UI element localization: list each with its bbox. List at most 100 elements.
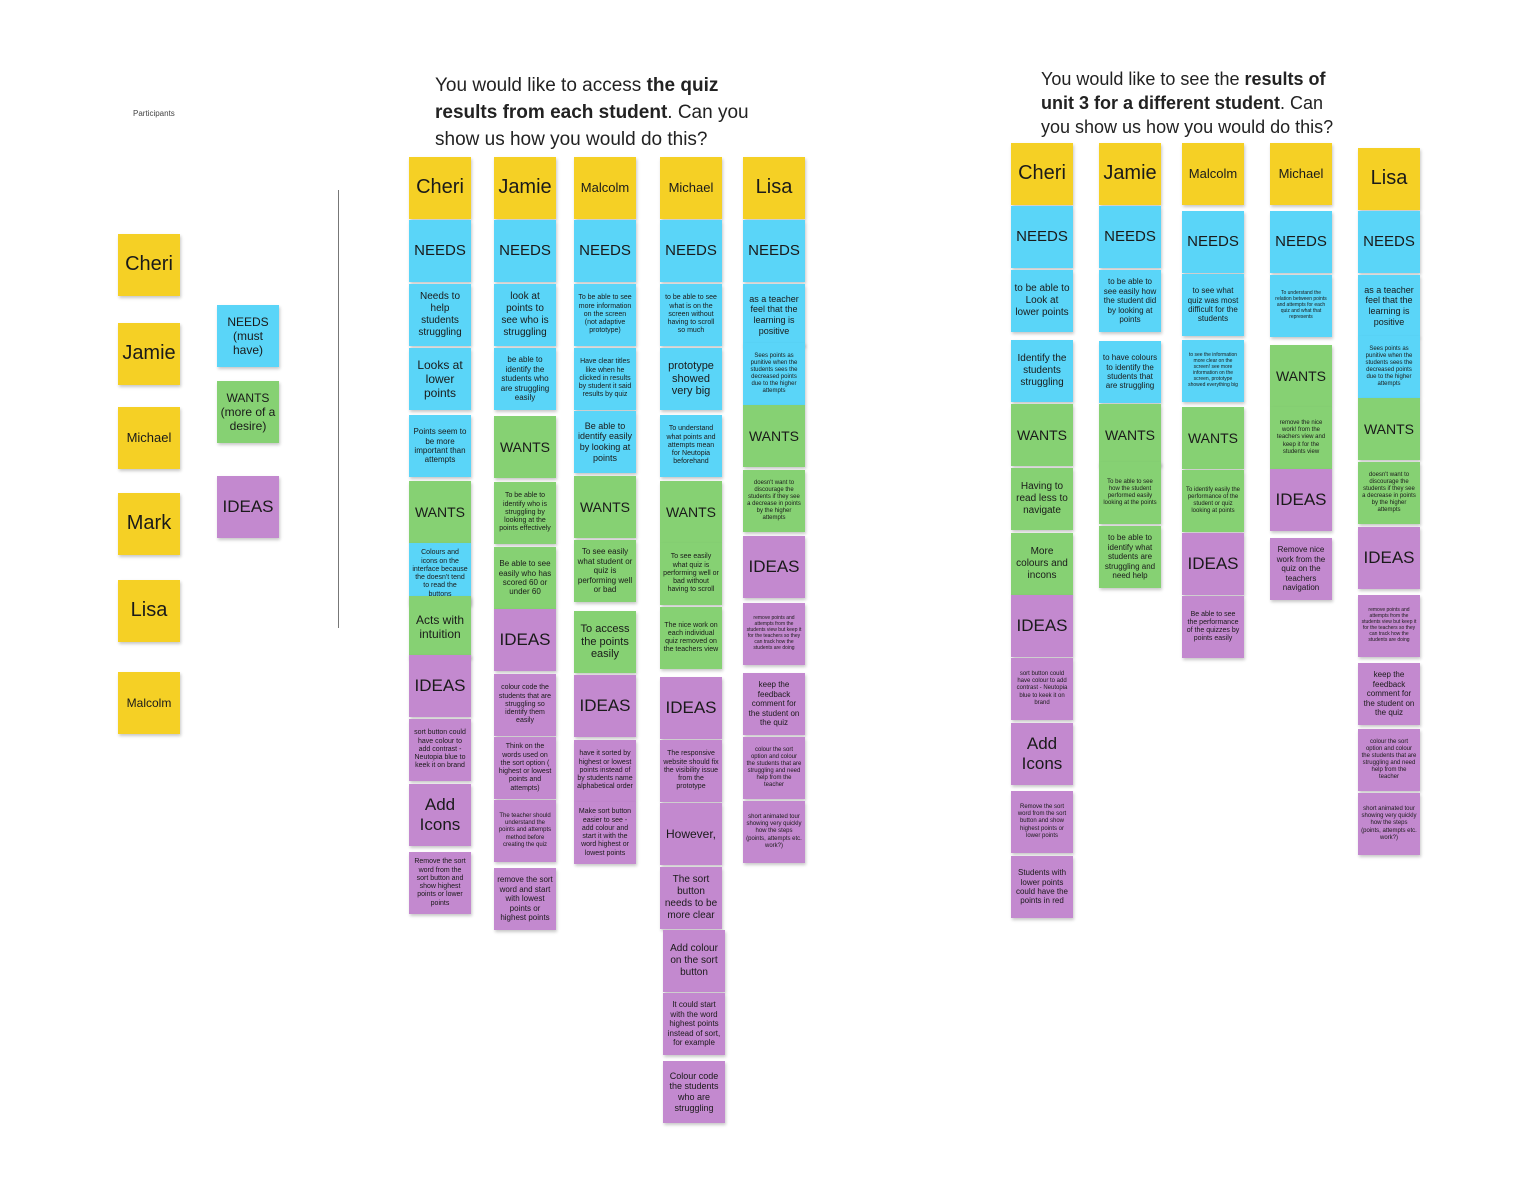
task2-note-identify-the-students-strugg[interactable]: Identify the students struggling [1011, 340, 1073, 402]
task2-note-to-be-able-to-see-how-the-st[interactable]: To be able to see how the student perfor… [1099, 462, 1161, 524]
task1-note-wants[interactable]: WANTS [409, 481, 471, 543]
task2-note-needs[interactable]: NEEDS [1099, 206, 1161, 268]
task1-note-to-be-able-to-see-what-is-on[interactable]: to be able to see what is on the screen … [660, 284, 722, 346]
task1-note-the-sort-button-needs-to-be-[interactable]: The sort button needs to be more clear [660, 867, 722, 929]
task2-note-needs[interactable]: NEEDS [1182, 211, 1244, 273]
task2-note-wants[interactable]: WANTS [1182, 407, 1244, 469]
task1-note-points-seem-to-be-more-impor[interactable]: Points seem to be more important than at… [409, 415, 471, 477]
task2-note-ideas[interactable]: IDEAS [1182, 533, 1244, 595]
task2-note-to-be-able-to-look-at-lower-[interactable]: to be able to Look at lower points [1011, 270, 1073, 332]
task1-note-to-see-easily-what-student-o[interactable]: To see easily what student or quiz is pe… [574, 540, 636, 602]
task1-note-wants[interactable]: WANTS [574, 476, 636, 538]
task1-note-wants[interactable]: WANTS [660, 481, 722, 543]
task2-note-remove-the-sort-word-from-th[interactable]: Remove the sort word from the sort butto… [1011, 791, 1073, 853]
task1-note-wants[interactable]: WANTS [743, 405, 805, 467]
task1-note-be-able-to-see-easily-who-ha[interactable]: Be able to see easily who has scored 60 … [494, 547, 556, 609]
task2-note-to-have-colours-to-identify-[interactable]: to have colours to identify the students… [1099, 341, 1161, 403]
task1-note-however[interactable]: However, [660, 803, 722, 865]
task2-note-having-to-read-less-to-navig[interactable]: Having to read less to navigate [1011, 468, 1073, 530]
task1-note-the-nice-work-on-each-indivi[interactable]: The nice work on each individual quiz re… [660, 607, 722, 669]
task2-note-to-identify-easily-the-perfo[interactable]: To identify easily the performance of th… [1182, 470, 1244, 532]
task1-note-ideas[interactable]: IDEAS [660, 677, 722, 739]
task1-note-needs[interactable]: NEEDS [660, 220, 722, 282]
task2-note-doesn-t-want-to-discourage-t[interactable]: doesn't want to discourage the students … [1358, 462, 1420, 524]
task2-note-wants[interactable]: WANTS [1011, 404, 1073, 466]
legend-participant-lisa[interactable]: Lisa [118, 580, 180, 642]
task1-note-colours-and-icons-on-the-int[interactable]: Colours and icons on the interface becau… [409, 543, 471, 605]
task1-note-to-be-able-to-see-more-infor[interactable]: To be able to see more information on th… [574, 284, 636, 346]
task1-note-be-able-to-identify-easily-b[interactable]: Be able to identify easily by looking at… [574, 411, 636, 473]
task1-note-short-animated-tour-showing-[interactable]: short animated tour showing very quickly… [743, 801, 805, 863]
task1-note-malcolm[interactable]: Malcolm [574, 157, 636, 219]
task2-note-short-animated-tour-showing-[interactable]: short animated tour showing very quickly… [1358, 793, 1420, 855]
legend-wants[interactable]: WANTS (more of a desire) [217, 381, 279, 443]
task2-note-more-colours-and-incons[interactable]: More colours and incons [1011, 533, 1073, 595]
task2-note-sees-points-as-punitive-when[interactable]: Sees points as punitive when the student… [1358, 336, 1420, 398]
task1-note-add-colour-on-the-sort-butto[interactable]: Add colour on the sort button [663, 930, 725, 992]
task1-note-ideas[interactable]: IDEAS [494, 609, 556, 671]
task1-note-the-teacher-should-understan[interactable]: The teacher should understand the points… [494, 800, 556, 862]
task1-note-colour-the-sort-option-and-c[interactable]: colour the sort option and colour the st… [743, 737, 805, 799]
task1-note-needs[interactable]: NEEDS [574, 220, 636, 282]
task1-note-remove-the-sort-word-from-th[interactable]: Remove the sort word from the sort butto… [409, 852, 471, 914]
task2-note-wants[interactable]: WANTS [1358, 398, 1420, 460]
task2-note-keep-the-feedback-comment-fo[interactable]: keep the feedback comment for the studen… [1358, 663, 1420, 725]
task2-note-colour-the-sort-option-and-c[interactable]: colour the sort option and colour the st… [1358, 729, 1420, 791]
task1-note-it-could-start-with-the-word[interactable]: It could start with the word highest poi… [663, 993, 725, 1055]
task2-note-needs[interactable]: NEEDS [1358, 211, 1420, 273]
task1-note-wants[interactable]: WANTS [494, 416, 556, 478]
task1-note-lisa[interactable]: Lisa [743, 157, 805, 219]
task2-note-michael[interactable]: Michael [1270, 143, 1332, 205]
legend-needs[interactable]: NEEDS (must have) [217, 305, 279, 367]
task2-note-remove-points-and-attempts-f[interactable]: remove points and attempts from the stud… [1358, 595, 1420, 657]
task1-note-sort-button-could-have-colou[interactable]: sort button could have colour to add con… [409, 719, 471, 781]
task2-note-add-icons[interactable]: Add Icons [1011, 723, 1073, 785]
task1-note-the-responsive-website-shoul[interactable]: The responsive website should fix the vi… [660, 740, 722, 802]
task1-note-acts-with-intuition[interactable]: Acts with intuition [409, 596, 471, 658]
task2-note-ideas[interactable]: IDEAS [1358, 527, 1420, 589]
task2-note-lisa[interactable]: Lisa [1358, 148, 1420, 210]
task2-note-remove-nice-work-from-the-qu[interactable]: Remove nice work from the quiz on the te… [1270, 538, 1332, 600]
task1-note-keep-the-feedback-comment-fo[interactable]: keep the feedback comment for the studen… [743, 673, 805, 735]
task2-note-to-see-what-quiz-was-most-di[interactable]: to see what quiz was most difficult for … [1182, 274, 1244, 336]
task1-note-ideas[interactable]: IDEAS [743, 536, 805, 598]
task1-note-to-access-the-points-easily[interactable]: To access the points easily [574, 611, 636, 673]
legend-participant-malcolm[interactable]: Malcolm [118, 672, 180, 734]
task1-note-be-able-to-identify-the-stud[interactable]: be able to identify the students who are… [494, 348, 556, 410]
task2-note-to-be-able-to-see-easily-how[interactable]: to be able to see easily how the student… [1099, 270, 1161, 332]
task1-note-to-see-easily-what-quiz-is-p[interactable]: To see easily what quiz is performing we… [660, 543, 722, 605]
task1-note-look-at-points-to-see-who-is[interactable]: look at points to see who is struggling [494, 284, 556, 346]
task1-note-to-understand-what-points-an[interactable]: To understand what points and attempts m… [660, 415, 722, 477]
task1-note-to-be-able-to-identify-who-i[interactable]: To be able to identify who is struggling… [494, 482, 556, 544]
task2-note-be-able-to-see-the-performan[interactable]: Be able to see the performance of the qu… [1182, 596, 1244, 658]
task2-note-ideas[interactable]: IDEAS [1270, 469, 1332, 531]
task1-note-sees-points-as-punitive-when[interactable]: Sees points as punitive when the student… [743, 343, 805, 405]
legend-participant-jamie[interactable]: Jamie [118, 323, 180, 385]
task2-note-wants[interactable]: WANTS [1270, 345, 1332, 407]
task2-note-jamie[interactable]: Jamie [1099, 143, 1161, 205]
task1-note-doesn-t-want-to-discourage-t[interactable]: doesn't want to discourage the students … [743, 470, 805, 532]
task1-note-remove-points-and-attempts-f[interactable]: remove points and attempts from the stud… [743, 603, 805, 665]
task1-note-ideas[interactable]: IDEAS [409, 655, 471, 717]
task1-note-think-on-the-words-used-on-t[interactable]: Think on the words used on the sort opti… [494, 737, 556, 799]
task1-note-ideas[interactable]: IDEAS [574, 675, 636, 737]
legend-ideas[interactable]: IDEAS [217, 476, 279, 538]
task1-note-prototype-showed-very-big[interactable]: prototype showed very big [660, 348, 722, 410]
task2-note-wants[interactable]: WANTS [1099, 404, 1161, 466]
task1-note-looks-at-lower-points[interactable]: Looks at lower points [409, 348, 471, 410]
task1-note-have-clear-titles-like-when-[interactable]: Have clear titles like when he clicked i… [574, 348, 636, 410]
task2-note-needs[interactable]: NEEDS [1011, 206, 1073, 268]
task1-note-michael[interactable]: Michael [660, 157, 722, 219]
task1-note-needs[interactable]: NEEDS [409, 220, 471, 282]
task2-note-ideas[interactable]: IDEAS [1011, 595, 1073, 657]
task2-note-to-understand-the-relation-b[interactable]: To understand the relation between point… [1270, 275, 1332, 337]
task2-note-remove-the-nice-work-from-th[interactable]: remove the nice work! from the teachers … [1270, 407, 1332, 469]
task1-note-have-it-sorted-by-highest-or[interactable]: have it sorted by highest or lowest poin… [574, 740, 636, 802]
task2-note-sort-button-could-have-colou[interactable]: sort button could have colour to add con… [1011, 658, 1073, 720]
task1-note-add-icons[interactable]: Add Icons [409, 784, 471, 846]
legend-participant-mark[interactable]: Mark [118, 493, 180, 555]
task1-note-needs[interactable]: NEEDS [494, 220, 556, 282]
task1-note-colour-code-the-students-who[interactable]: Colour code the students who are struggl… [663, 1061, 725, 1123]
task1-note-as-a-teacher-feel-that-the-l[interactable]: as a teacher feel that the learning is p… [743, 284, 805, 346]
task2-note-needs[interactable]: NEEDS [1270, 211, 1332, 273]
